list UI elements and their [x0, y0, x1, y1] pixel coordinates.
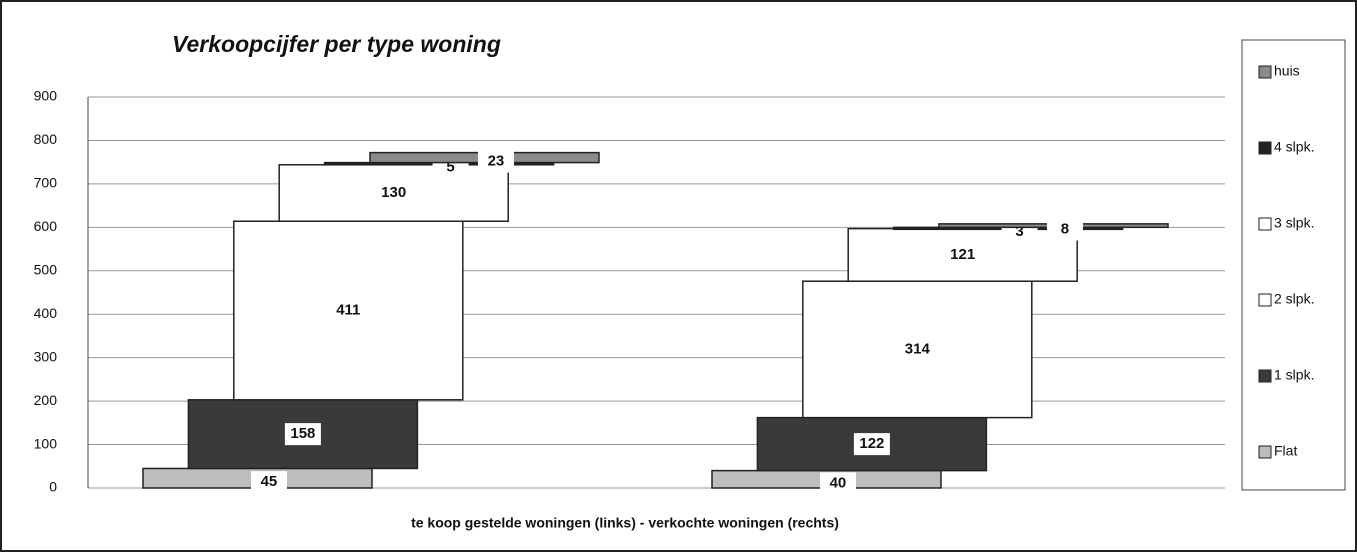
data-label: 45	[261, 473, 278, 490]
y-tick-label: 0	[49, 479, 57, 495]
y-tick-label: 300	[34, 348, 58, 364]
data-label-bg	[375, 182, 412, 205]
legend-label: 2 slpk.	[1274, 291, 1314, 307]
data-label-bg	[477, 150, 514, 173]
legend-label: Flat	[1274, 443, 1297, 459]
y-tick-label: 200	[34, 392, 58, 408]
data-label-bg	[1046, 218, 1083, 241]
y-tick-label: 700	[34, 175, 58, 191]
y-tick-label: 600	[34, 218, 58, 234]
data-label-bg	[284, 423, 321, 446]
data-label: 121	[950, 246, 975, 263]
y-tick-label: 400	[34, 305, 58, 321]
data-label: 40	[830, 474, 847, 491]
data-label-bg	[853, 433, 890, 456]
data-label: 130	[381, 184, 406, 201]
data-label: 8	[1061, 221, 1069, 238]
y-tick-label: 500	[34, 261, 58, 277]
legend-box	[1241, 39, 1346, 491]
legend-swatch	[1258, 445, 1272, 459]
legend-label: 1 slpk.	[1274, 367, 1314, 383]
data-label: 3	[1015, 223, 1023, 240]
data-label: 23	[488, 153, 505, 170]
data-label-bg	[944, 243, 981, 266]
y-tick-label: 900	[34, 88, 58, 104]
data-label: 411	[336, 301, 360, 318]
legend-swatch	[1258, 65, 1272, 79]
data-label-bg	[330, 299, 367, 322]
legend-swatch	[1258, 369, 1272, 383]
data-label: 158	[290, 425, 315, 442]
legend-label: 3 slpk.	[1274, 215, 1314, 231]
data-label: 122	[859, 435, 884, 452]
data-label: 314	[905, 340, 931, 357]
x-axis-label: te koop gestelde woningen (links) - verk…	[411, 515, 839, 531]
chart-title: Verkoopcijfer per type woning	[172, 31, 501, 57]
data-label-bg	[899, 338, 936, 361]
data-label-bg	[819, 472, 856, 495]
legend-label: huis	[1274, 63, 1300, 79]
legend-label: 4 slpk.	[1274, 139, 1314, 155]
data-label: 5	[446, 159, 454, 176]
data-label-bg	[250, 471, 287, 494]
legend-swatch	[1258, 293, 1272, 307]
legend-swatch	[1258, 141, 1272, 155]
legend-swatch	[1258, 217, 1272, 231]
y-tick-label: 100	[34, 435, 58, 451]
y-tick-label: 800	[34, 131, 58, 147]
